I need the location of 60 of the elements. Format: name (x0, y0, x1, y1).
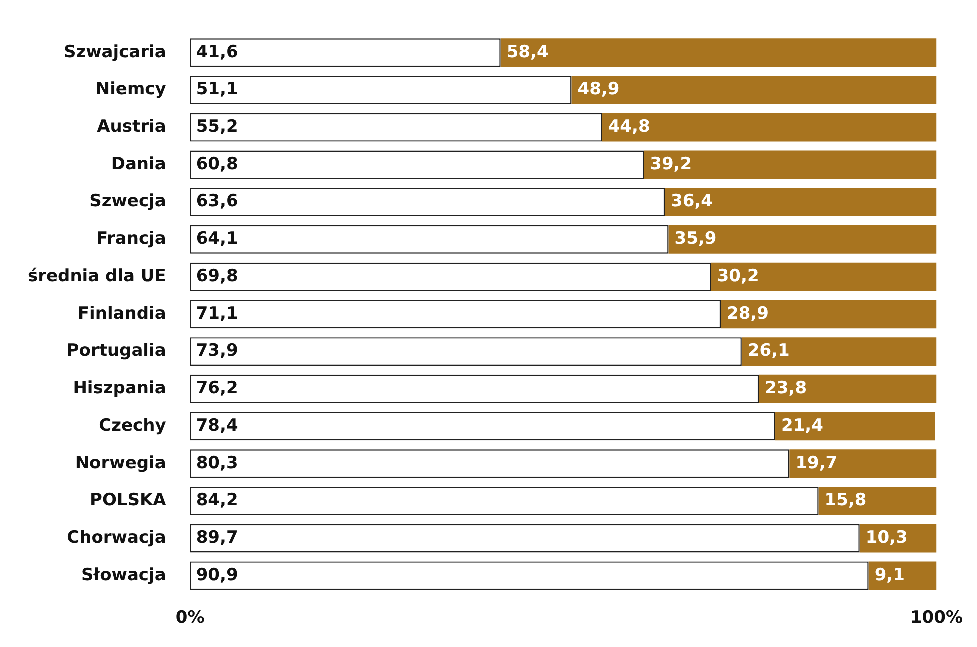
y-tick-label: Czechy (99, 416, 166, 436)
y-tick-label: Hiszpania (73, 378, 166, 399)
data-label: 80,3 (196, 453, 238, 474)
bar (668, 225, 937, 254)
data-label: 69,8 (196, 266, 238, 286)
data-label: 64,1 (196, 229, 238, 250)
bar (721, 300, 937, 329)
y-tick-label: średnia dla UE (28, 266, 166, 286)
bar (665, 188, 937, 217)
data-label: 15,8 (824, 490, 867, 511)
bar (818, 487, 937, 516)
data-label: 30,2 (717, 266, 760, 286)
data-label: 21,4 (782, 416, 824, 436)
bar (602, 113, 937, 142)
data-label: 89,7 (196, 528, 238, 548)
data-label: 9,1 (874, 565, 905, 586)
y-tick-label: Austria (97, 117, 166, 138)
y-tick-label: Finlandia (78, 304, 166, 324)
bar (868, 562, 937, 590)
bar (711, 262, 937, 292)
y-tick-label: POLSKA (90, 490, 168, 511)
data-label: 90,9 (196, 565, 238, 586)
data-label: 73,9 (196, 341, 238, 362)
bar (790, 450, 937, 478)
data-label: 58,4 (506, 42, 549, 62)
data-label: 35,9 (674, 229, 717, 250)
data-label: 71,1 (196, 304, 238, 324)
bar (776, 412, 936, 441)
data-label: 23,8 (765, 378, 808, 399)
bar (500, 38, 937, 68)
y-tick-label: Słowacja (82, 565, 166, 586)
data-label: 28,9 (727, 304, 769, 324)
bar (759, 374, 937, 404)
data-label: 36,4 (671, 192, 714, 212)
y-tick-label: Szwecja (90, 192, 166, 212)
data-label: 60,8 (196, 154, 238, 174)
data-label: 26,1 (748, 341, 790, 362)
data-label: 76,2 (196, 378, 238, 399)
y-tick-label: Niemcy (96, 80, 166, 100)
y-tick-label: Norwegia (75, 453, 166, 474)
y-tick-label: Chorwacja (67, 528, 166, 548)
x-tick-label: 100% (910, 608, 964, 628)
data-label: 55,2 (196, 117, 238, 138)
data-label: 44,8 (608, 117, 650, 138)
bar (644, 150, 937, 180)
y-tick-label: Portugalia (66, 341, 166, 362)
data-label: 63,6 (196, 192, 238, 212)
data-label: 48,9 (578, 80, 620, 100)
data-label: 39,2 (650, 154, 692, 174)
data-label: 19,7 (796, 453, 838, 474)
data-label: 78,4 (196, 416, 238, 436)
data-label: 51,1 (196, 80, 238, 100)
bar (742, 338, 937, 366)
data-label: 41,6 (196, 42, 238, 62)
x-tick-label: 0% (176, 608, 205, 628)
data-label: 10,3 (866, 528, 908, 548)
y-tick-label: Szwajcaria (64, 42, 166, 62)
y-tick-label: Dania (111, 154, 166, 174)
y-tick-label: Francja (96, 229, 166, 250)
data-label: 84,2 (196, 490, 238, 511)
